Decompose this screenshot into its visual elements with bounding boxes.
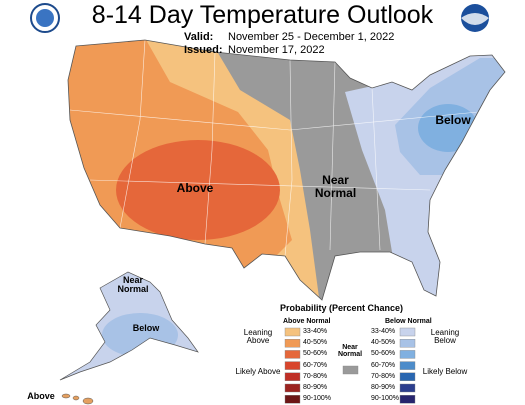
hawaii — [61, 393, 94, 405]
issued-date: November 17, 2022 — [228, 44, 325, 56]
above-range: 70-80% — [303, 372, 328, 380]
alaska-below-label: Below — [132, 323, 160, 333]
below-range: 70-80% — [371, 372, 396, 380]
above-swatch — [284, 327, 301, 337]
leaning-above: Leaning Above — [243, 328, 273, 346]
state-borders — [69, 40, 479, 257]
below-range: 33-40% — [371, 328, 396, 335]
below-range: 80-90% — [371, 384, 396, 391]
below-label: Below — [435, 113, 471, 127]
above-heading: Above Normal — [283, 318, 331, 325]
below-heading: Below Normal — [385, 318, 432, 325]
below-swatch — [399, 383, 416, 393]
below-range: 50-60% — [371, 350, 396, 358]
above-swatch — [284, 350, 301, 359]
above-range: 50-60% — [303, 350, 328, 358]
below-swatch — [399, 395, 416, 404]
leaning-below: Leaning Below — [430, 328, 460, 346]
noaa-logo — [461, 4, 489, 32]
above-swatch — [284, 383, 301, 393]
below-range: 40-50% — [371, 339, 396, 347]
below-range: 60-70% — [371, 361, 396, 369]
valid-dates: November 25 - December 1, 2022 — [228, 31, 395, 43]
legend-swatches — [284, 327, 416, 404]
above-range: 90-100% — [303, 395, 332, 403]
near-swatch — [342, 365, 359, 375]
conus-outline — [67, 39, 506, 301]
above-swatch — [284, 361, 301, 370]
below-core-area — [418, 104, 478, 152]
issued-label: Issued: — [184, 44, 223, 56]
title: 8-14 Day Temperature Outlook — [91, 1, 434, 29]
above-range: 60-70% — [303, 361, 328, 369]
below-swatch — [399, 327, 416, 337]
below-range: 90-100% — [371, 395, 400, 403]
above-swatch — [284, 372, 301, 381]
doc-logo — [30, 3, 60, 33]
valid-label: Valid: — [184, 31, 214, 43]
above-range: 80-90% — [303, 384, 328, 391]
above-swatch — [284, 395, 301, 404]
above-core-area — [116, 140, 280, 240]
below-swatch — [399, 339, 416, 348]
above-label: Above — [176, 181, 214, 195]
above-swatch — [284, 339, 301, 348]
above-range: 33-40% — [303, 328, 328, 335]
below-swatch — [399, 361, 416, 370]
near-heading: Near Normal — [337, 344, 363, 359]
likely-above: Likely Above — [235, 367, 281, 376]
above-range: 40-50% — [303, 339, 328, 347]
below-swatch — [399, 350, 416, 359]
legend-title: Probability (Percent Chance) — [280, 303, 404, 313]
alaska-near-label: Near Normal — [117, 275, 149, 295]
hawaii-label: Above — [27, 391, 55, 401]
likely-below: Likely Below — [422, 367, 468, 376]
alaska-outline — [59, 271, 199, 381]
near-label: Near Normal — [314, 173, 357, 200]
alaska-below — [102, 313, 178, 357]
below-swatch — [399, 372, 416, 381]
